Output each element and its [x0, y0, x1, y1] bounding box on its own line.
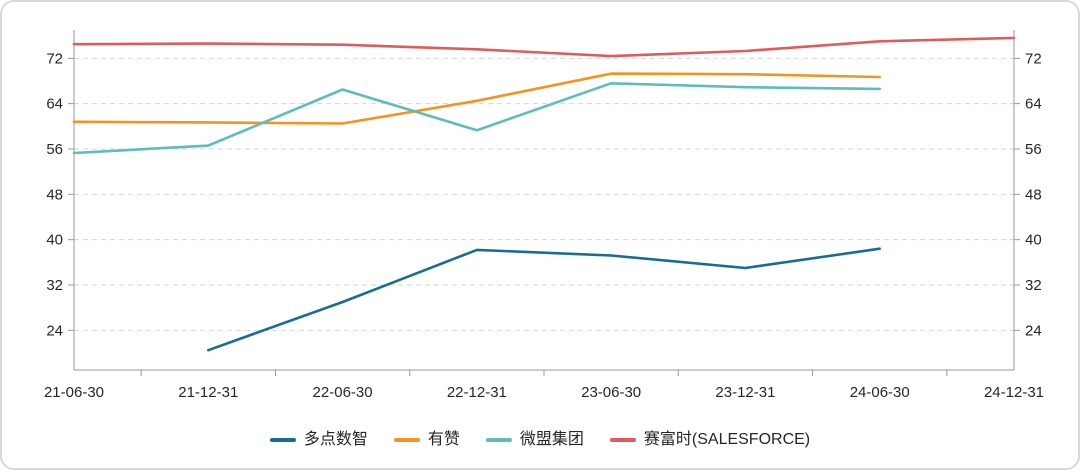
legend-item-0[interactable]: 多点数智 — [269, 430, 368, 448]
series-line-3 — [72, 36, 1016, 58]
x-axis-label: 22-12-31 — [447, 384, 507, 401]
legend-item-3[interactable]: 赛富时(SALESFORCE) — [609, 430, 811, 448]
series-line-0 — [207, 247, 881, 352]
series-line-2 — [72, 82, 881, 155]
legend-item-2[interactable]: 微盟集团 — [485, 430, 584, 448]
legend-item-1[interactable]: 有赞 — [393, 430, 460, 448]
x-axis-label: 21-06-30 — [44, 384, 104, 401]
legend-line-marker — [609, 437, 636, 442]
legend-label: 微盟集团 — [519, 430, 584, 448]
x-axis-label: 23-06-30 — [581, 384, 641, 401]
y-axis-label-right: 72 — [1025, 50, 1042, 67]
x-axis-label: 24-06-30 — [850, 384, 910, 401]
legend-line-marker — [393, 437, 420, 442]
legend-label: 赛富时(SALESFORCE) — [643, 430, 811, 448]
y-axis-label-left: 64 — [46, 96, 63, 113]
legend: 多点数智 有赞 微盟集团 赛富时(SALESFORCE) — [2, 419, 1078, 468]
y-axis-label-left: 32 — [46, 277, 63, 294]
x-axis-label: 21-12-31 — [178, 384, 238, 401]
plot-area: 24 24 32 32 40 40 48 48 56 56 64 64 72 72 21-06-30 21-1… — [2, 2, 1078, 419]
y-axis-label-left: 24 — [46, 322, 63, 339]
legend-line-marker — [485, 437, 512, 442]
y-axis-label-left: 40 — [46, 232, 63, 249]
y-axis-label-right: 64 — [1025, 96, 1042, 113]
y-axis-label-right: 40 — [1025, 232, 1042, 249]
x-axis-label: 23-12-31 — [715, 384, 775, 401]
legend-label: 有赞 — [427, 430, 460, 448]
y-axis-label-right: 48 — [1025, 186, 1042, 203]
x-axis-label: 24-12-31 — [984, 384, 1044, 401]
x-axis-label: 22-06-30 — [313, 384, 373, 401]
y-axis-label-right: 32 — [1025, 277, 1042, 294]
line-chart-svg: 24 24 32 32 40 40 48 48 56 56 64 64 72 72 21-06-30 21-1… — [44, 30, 1044, 401]
y-axis-label-left: 56 — [46, 141, 63, 158]
legend-label: 多点数智 — [303, 430, 368, 448]
series-line-1 — [72, 72, 881, 125]
y-axis-label-right: 56 — [1025, 141, 1042, 158]
y-axis-label-left: 48 — [46, 186, 63, 203]
y-axis-label-left: 72 — [46, 50, 63, 67]
legend-line-marker — [269, 437, 296, 442]
y-axis-label-right: 24 — [1025, 322, 1042, 339]
